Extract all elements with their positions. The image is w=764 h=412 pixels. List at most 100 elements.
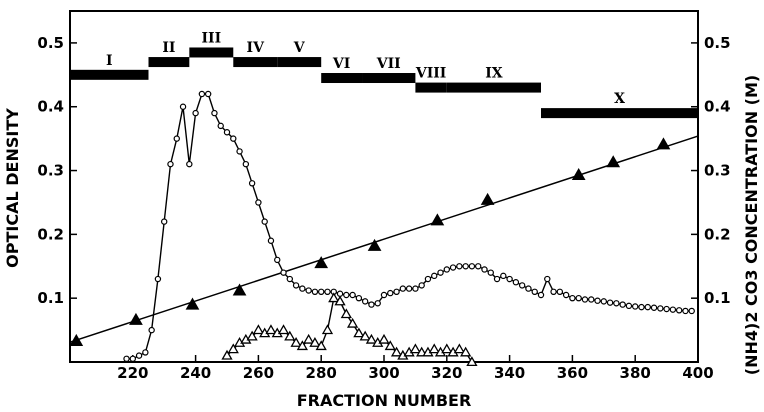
fraction-bar: [415, 82, 447, 93]
x-tick-label: 220: [117, 364, 148, 382]
open-circle-point: [343, 291, 350, 299]
open-circle-point: [274, 256, 281, 264]
open-circle-point: [361, 298, 369, 305]
open-triangle-point: [328, 292, 340, 303]
open-circle-point: [619, 301, 626, 308]
open-circle-point: [644, 303, 651, 311]
fraction-bar: [541, 108, 698, 119]
open-circle-point: [286, 275, 293, 283]
fraction-label: IX: [485, 66, 503, 82]
open-circle-point: [380, 291, 388, 299]
fraction-bar: [446, 82, 541, 93]
filled-triangle-point: [314, 256, 329, 269]
open-circle-point: [437, 269, 444, 276]
axis-ticks: [70, 42, 699, 362]
y-tick-label: 0.4: [37, 98, 64, 116]
filled-triangle-point: [606, 155, 621, 168]
open-circle-point: [575, 294, 582, 302]
open-circle-point: [292, 282, 300, 289]
open-circle-point: [305, 287, 312, 294]
open-circle-point: [462, 263, 469, 270]
open-circle-point: [550, 288, 557, 295]
open-circle-point: [531, 288, 538, 295]
open-triangle-point: [384, 340, 396, 351]
open-triangle-point: [390, 346, 403, 357]
open-triangle-point: [246, 330, 258, 341]
open-triangle-point: [284, 330, 296, 341]
open-circle-point: [318, 288, 325, 295]
filled-triangle-point: [232, 283, 247, 296]
open-circle-point: [324, 288, 331, 295]
y2-tick-label: 0.4: [704, 98, 731, 116]
fraction-bar: [321, 73, 363, 84]
fraction-label: VIII: [415, 66, 447, 82]
fraction-label: I: [106, 53, 113, 69]
fraction-label: V: [293, 40, 306, 56]
open-circle-point: [355, 294, 363, 302]
filled-triangle-point: [656, 137, 671, 150]
open-triangle-point: [303, 333, 315, 344]
fraction-bar: [277, 57, 322, 68]
open-triangle-point: [359, 330, 371, 341]
open-circle-point: [255, 199, 262, 206]
open-triangle-point: [334, 295, 346, 306]
open-circle-point: [261, 218, 268, 225]
open-triangle-point: [315, 340, 327, 351]
open-circle-point: [500, 272, 507, 280]
open-circle-point: [192, 109, 199, 117]
x-tick-label: 340: [494, 364, 525, 382]
y2-tick-label: 0.3: [704, 162, 731, 180]
open-circle-point: [562, 291, 570, 299]
open-triangle-point: [296, 340, 308, 351]
open-circle-point: [204, 90, 212, 98]
open-circle-point: [506, 275, 513, 283]
open-circle-point: [650, 304, 658, 311]
open-circle-point: [544, 275, 551, 283]
open-circle-point: [556, 288, 564, 295]
open-circle-point: [588, 296, 595, 303]
open-circle-point: [493, 275, 501, 283]
filled-triangle-point: [69, 333, 84, 346]
y2-tick-label: 0.1: [704, 289, 731, 307]
x-tick-label: 400: [682, 364, 713, 382]
filled-triangle-point: [367, 238, 382, 251]
open-circle-point: [299, 285, 306, 292]
x-tick-label: 300: [368, 364, 399, 382]
concentration-fit-line: [69, 135, 699, 343]
open-circle-point: [160, 218, 168, 225]
open-triangle-point: [441, 343, 453, 354]
open-circle-point: [148, 326, 155, 334]
y2-tick-label: 0.5: [704, 34, 731, 52]
open-circle-point: [179, 103, 187, 110]
open-triangle-point: [221, 349, 233, 360]
open-circle-point: [129, 355, 136, 363]
open-circle-point: [418, 282, 425, 289]
open-triangle-point: [227, 343, 239, 354]
open-circle-point: [135, 352, 143, 359]
open-circle-point: [518, 282, 526, 289]
fraction-bar: [233, 57, 278, 68]
x-axis-title: FRACTION NUMBER: [297, 391, 472, 410]
open-circle-point: [481, 266, 488, 273]
x-tick-label: 360: [557, 364, 588, 382]
open-circle-point: [368, 301, 375, 308]
filled-triangle-point: [430, 213, 445, 226]
open-circle-point: [682, 307, 689, 315]
open-circle-point: [236, 148, 243, 155]
open-circle-point: [198, 90, 206, 98]
open-circle-point: [475, 263, 482, 270]
open-circle-point: [412, 285, 419, 292]
open-circle-point: [336, 290, 344, 297]
x-tick-label: 320: [431, 364, 462, 382]
open-triangle-point: [409, 343, 422, 354]
open-circle-point: [167, 160, 174, 168]
x-tick-label: 240: [180, 364, 211, 382]
filled-triangle-point: [129, 312, 143, 325]
open-circle-point: [123, 355, 130, 363]
y-tick-label: 0.3: [37, 162, 64, 180]
open-triangle-point: [321, 324, 334, 335]
open-circle-point: [424, 275, 432, 283]
open-circle-point: [688, 307, 695, 315]
fraction-label: VII: [376, 56, 401, 72]
